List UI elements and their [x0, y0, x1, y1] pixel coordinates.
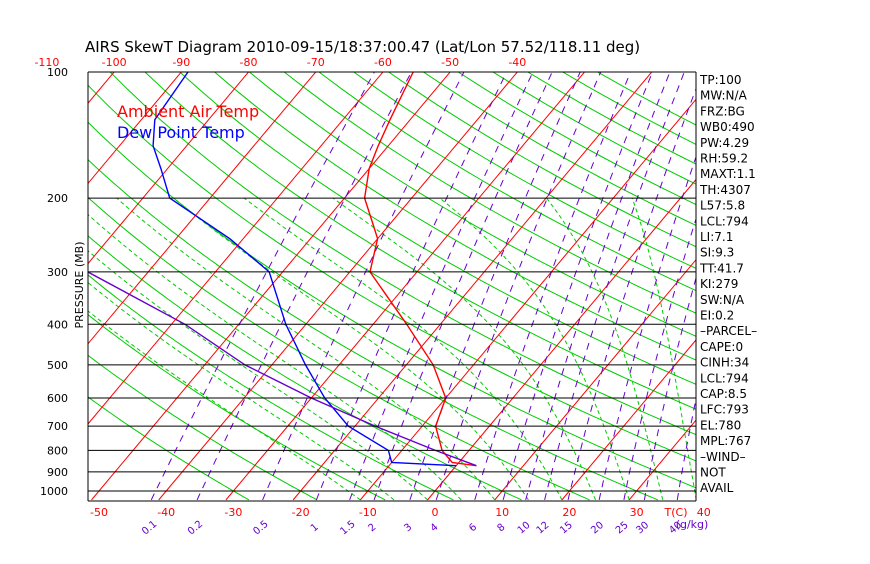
stability-index-label: WB0:490 [700, 120, 755, 134]
stability-index-label: LCL:794 [700, 371, 749, 385]
pressure-tick-label: 800 [47, 444, 68, 457]
bottom-temp-tick-label: -10 [359, 506, 377, 519]
stability-index-label: RH:59.2 [700, 152, 748, 166]
stability-index-label: MAXT:1.1 [700, 167, 756, 181]
stability-index-label: –PARCEL– [700, 324, 757, 338]
stability-index-label: –WIND– [700, 450, 746, 464]
pressure-tick-label: 700 [47, 420, 68, 433]
stability-index-label: CINH:34 [700, 356, 749, 370]
legend-ambient-air-temp: Ambient Air Temp [117, 102, 259, 121]
bottom-temp-tick-label: -20 [292, 506, 310, 519]
top-temp-tick-label: -100 [102, 56, 127, 69]
top-temp-tick-label: -80 [240, 56, 258, 69]
stability-index-label: FRZ:BG [700, 104, 745, 118]
pressure-tick-label: 900 [47, 466, 68, 479]
mixing-ratio-unit-label: (g/kg) [676, 518, 709, 531]
stability-index-label: TT:41.7 [699, 261, 744, 275]
legend-dew-point-temp: Dew Point Temp [117, 123, 245, 142]
pressure-tick-label: 1000 [40, 485, 68, 498]
bottom-temp-tick-label: 10 [495, 506, 509, 519]
stability-index-label: LI:7.1 [700, 230, 733, 244]
stability-index-label: EI:0.2 [700, 309, 734, 323]
stability-index-label: AVAIL [700, 481, 734, 495]
stability-index-label: CAPE:0 [700, 340, 743, 354]
stability-index-label: SW:N/A [700, 293, 745, 307]
stability-index-label: CAP:8.5 [700, 387, 747, 401]
bottom-temp-tick-label: -50 [90, 506, 108, 519]
y-axis-label: PRESSURE (MB) [73, 242, 86, 329]
top-temp-tick-label: -40 [508, 56, 526, 69]
stability-index-label: NOT [700, 466, 726, 480]
stability-index-label: L57:5.8 [700, 199, 745, 213]
pressure-tick-label: 300 [47, 266, 68, 279]
top-temp-tick-label: -70 [307, 56, 325, 69]
stability-index-label: MW:N/A [700, 89, 748, 103]
pressure-tick-label: 500 [47, 359, 68, 372]
stability-index-label: EL:780 [700, 418, 741, 432]
stability-index-label: PW:4.29 [700, 136, 749, 150]
pressure-tick-label: 600 [47, 392, 68, 405]
top-temp-tick-label: -110 [34, 56, 59, 69]
bottom-temp-tick-label: 0 [432, 506, 439, 519]
bottom-temp-tick-label: -40 [157, 506, 175, 519]
chart-title: AIRS SkewT Diagram 2010-09-15/18:37:00.4… [85, 38, 640, 56]
stability-index-label: MPL:767 [700, 434, 751, 448]
pressure-tick-label: 400 [47, 318, 68, 331]
top-temp-tick-label: -90 [172, 56, 190, 69]
bottom-temp-tick-label: 20 [562, 506, 576, 519]
stability-index-label: LCL:794 [700, 214, 749, 228]
stability-index-label: TP:100 [699, 73, 742, 87]
top-temp-tick-label: -60 [374, 56, 392, 69]
bottom-temp-tick-label: -30 [224, 506, 242, 519]
stability-index-label: TH:4307 [699, 183, 751, 197]
pressure-tick-label: 200 [47, 192, 68, 205]
stability-index-label: LFC:793 [700, 403, 749, 417]
stability-index-label: SI:9.3 [700, 246, 734, 260]
stability-index-label: KI:279 [700, 277, 738, 291]
bottom-temp-tick-label: 30 [630, 506, 644, 519]
top-temp-tick-label: -50 [441, 56, 459, 69]
